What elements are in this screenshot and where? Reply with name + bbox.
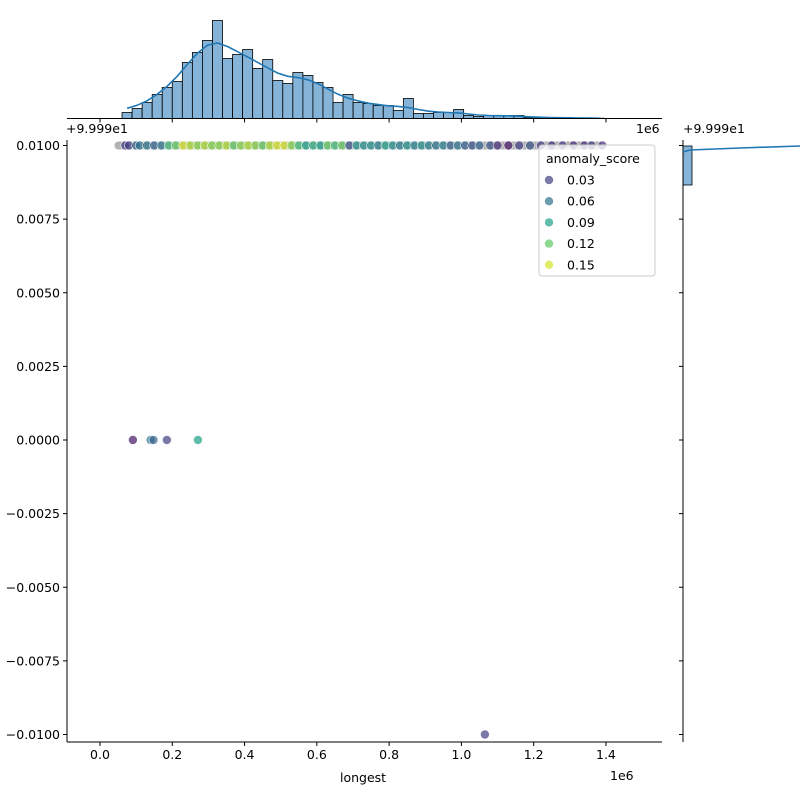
x-tick-label: 0.6 — [307, 747, 327, 762]
scatter-point — [492, 140, 503, 151]
histogram-bar — [382, 105, 394, 119]
legend-label: 0.06 — [567, 194, 595, 209]
x-tick-label: 0.4 — [235, 747, 255, 762]
x-tick-label: 0.2 — [162, 747, 182, 762]
histogram-bar — [352, 102, 364, 119]
y-tick-label: −0.0075 — [6, 653, 60, 668]
histogram-bar — [332, 102, 344, 119]
y-tick-label: 0.0025 — [16, 359, 60, 374]
legend-label: 0.03 — [567, 173, 595, 188]
x-axis-label: longest — [340, 770, 386, 785]
histogram-bar — [151, 94, 163, 119]
y-tick-label: 0.0000 — [16, 433, 60, 448]
histogram-bar — [171, 81, 183, 119]
legend-marker — [544, 259, 554, 270]
histogram-bar — [433, 112, 444, 119]
scatter-point — [128, 435, 138, 445]
scatter-point — [514, 140, 525, 151]
x-offset-label-top: 1e6 — [636, 121, 660, 136]
scatter-point — [474, 140, 485, 151]
y-tick-label: −0.0050 — [6, 580, 60, 595]
legend-label: 0.09 — [567, 215, 595, 230]
histogram-bar — [161, 87, 173, 119]
x-tick-label: 0.8 — [379, 747, 399, 762]
kde-line — [682, 145, 800, 153]
kde-line — [126, 42, 600, 119]
x-tick-label: 0.0 — [90, 747, 110, 762]
histogram-bar — [362, 103, 374, 119]
x-tick-label: 1.0 — [451, 747, 471, 762]
legend-marker — [544, 196, 554, 206]
scatter-point — [503, 140, 514, 151]
y-tick-label: 0.0100 — [16, 138, 60, 153]
y-tick-label: 0.0050 — [16, 285, 60, 300]
histogram-bar — [322, 87, 334, 119]
histogram-bar — [372, 105, 384, 119]
main-axes: 0.0 0.2 0.4 0.6 0.8 1.0 1.2 1.4 0.0100 0.0075 0.00… — [6, 138, 662, 762]
histogram-bar — [423, 113, 434, 119]
legend-marker — [544, 175, 554, 185]
histogram-bar — [202, 40, 213, 119]
histogram-bar — [232, 54, 244, 119]
histogram-bar — [121, 112, 133, 119]
legend-label: 0.12 — [567, 236, 595, 251]
histogram-bar — [392, 110, 404, 119]
histogram-bar — [131, 108, 143, 119]
histogram-bar — [242, 49, 254, 119]
y-tick-label: −0.0025 — [6, 506, 60, 521]
x-tick-label: 1.4 — [596, 747, 616, 762]
scatter-point — [480, 729, 490, 740]
y-tick-label: 0.0075 — [16, 212, 60, 227]
histogram-bar — [181, 62, 193, 119]
scatter-point — [162, 435, 172, 445]
top-marginal-histogram — [67, 20, 662, 123]
x-offset-label-main: 1e6 — [610, 768, 634, 783]
legend: anomaly_score 0.03 0.06 0.09 0.12 0.15 — [538, 144, 656, 277]
histogram-bar — [212, 20, 223, 119]
legend-label: 0.15 — [567, 257, 595, 272]
histogram-bar — [252, 68, 264, 119]
histogram-bar — [312, 82, 324, 119]
x-tick-label: 1.2 — [524, 747, 544, 762]
legend-box — [538, 144, 656, 277]
histogram-bar — [272, 80, 284, 119]
scatter-point — [525, 140, 535, 151]
legend-marker — [544, 238, 554, 249]
histogram-bar — [413, 113, 424, 119]
histogram-bar — [282, 83, 294, 119]
scatter-point — [193, 435, 203, 445]
histogram-bar — [141, 102, 153, 119]
legend-title: anomaly_score — [546, 151, 640, 166]
y-offset-label-main: +9.999e1 — [66, 121, 128, 136]
histogram-bar — [292, 72, 304, 119]
legend-marker — [544, 217, 554, 228]
y-tick-label: −0.0100 — [6, 727, 60, 742]
scatter-point — [148, 435, 159, 445]
right-marginal-histogram — [679, 140, 800, 742]
y-offset-label-right: +9.999e1 — [683, 121, 745, 136]
histogram-bar — [222, 58, 233, 119]
histogram-bar — [191, 52, 203, 119]
